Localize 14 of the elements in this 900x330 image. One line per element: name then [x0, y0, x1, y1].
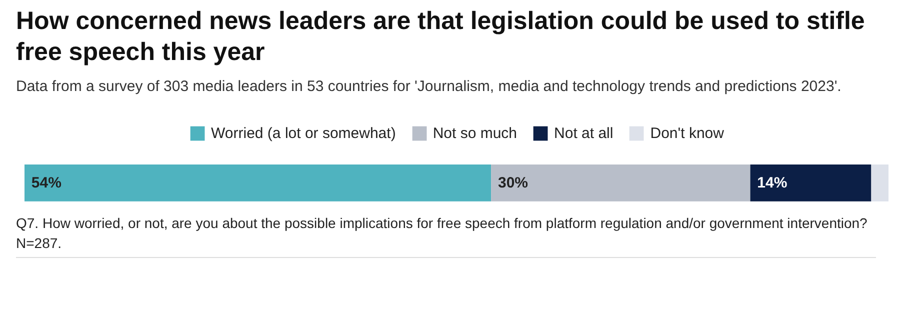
data-label: 54% [31, 174, 62, 192]
bar [24, 164, 492, 202]
chart-title: How concerned news leaders are that legislation could be used to stifle free speech this year [16, 6, 866, 68]
legend-label: Not so much [432, 124, 518, 142]
data-label: 30% [498, 174, 528, 192]
legend-label: Don't know [650, 124, 724, 142]
text: Q7. How worried, or not, are you about the possible implications for free speech from platform regulation and/or government intervention? N=287. [16, 214, 876, 258]
bar [750, 164, 872, 202]
data-label: 14% [757, 174, 788, 192]
legend-label: Worried (a lot or somewhat) [211, 124, 396, 142]
bar [871, 164, 888, 202]
bar [491, 164, 750, 202]
legend-label: Not at all [554, 124, 614, 142]
chart-subtitle: Data from a survey of 303 media leaders in 53 countries for 'Journalism, media and technology trends and predictions 2023'. [16, 77, 842, 97]
